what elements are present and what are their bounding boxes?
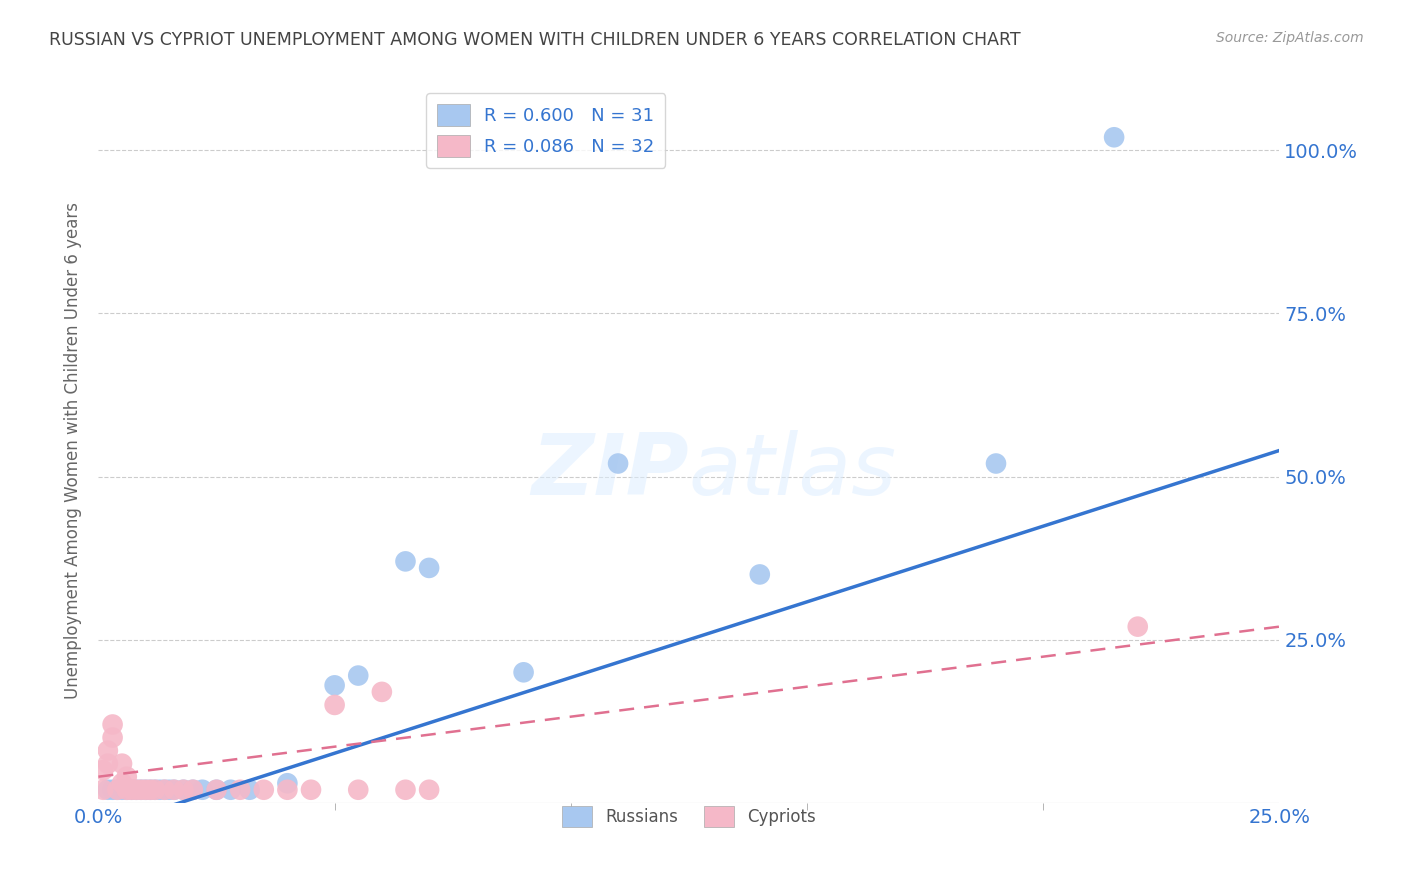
Point bbox=[984, 457, 1007, 471]
Point bbox=[121, 782, 143, 797]
Point bbox=[139, 782, 162, 797]
Point bbox=[121, 782, 143, 797]
Text: atlas: atlas bbox=[689, 430, 897, 513]
Point bbox=[181, 782, 204, 797]
Point bbox=[418, 782, 440, 797]
Point bbox=[91, 763, 114, 777]
Point bbox=[149, 782, 172, 797]
Point bbox=[143, 782, 166, 797]
Point bbox=[253, 782, 276, 797]
Point bbox=[323, 698, 346, 712]
Point bbox=[105, 782, 128, 797]
Text: RUSSIAN VS CYPRIOT UNEMPLOYMENT AMONG WOMEN WITH CHILDREN UNDER 6 YEARS CORRELAT: RUSSIAN VS CYPRIOT UNEMPLOYMENT AMONG WO… bbox=[49, 31, 1021, 49]
Point bbox=[239, 782, 262, 797]
Point bbox=[299, 782, 322, 797]
Point bbox=[276, 782, 298, 797]
Point bbox=[323, 678, 346, 692]
Point bbox=[125, 782, 148, 797]
Point bbox=[111, 756, 134, 771]
Point bbox=[1102, 130, 1125, 145]
Point bbox=[172, 782, 194, 797]
Point bbox=[1126, 620, 1149, 634]
Point bbox=[111, 782, 134, 797]
Point bbox=[219, 782, 242, 797]
Point bbox=[97, 743, 120, 757]
Point bbox=[347, 782, 370, 797]
Point bbox=[115, 782, 138, 797]
Point bbox=[157, 782, 180, 797]
Point bbox=[371, 685, 394, 699]
Point bbox=[101, 717, 124, 731]
Point bbox=[153, 782, 176, 797]
Point bbox=[181, 782, 204, 797]
Point bbox=[748, 567, 770, 582]
Point bbox=[139, 782, 162, 797]
Point bbox=[205, 782, 228, 797]
Point bbox=[129, 782, 152, 797]
Point bbox=[163, 782, 186, 797]
Point bbox=[276, 776, 298, 790]
Point bbox=[101, 782, 124, 797]
Point bbox=[229, 782, 252, 797]
Point bbox=[153, 782, 176, 797]
Point bbox=[111, 776, 134, 790]
Text: Source: ZipAtlas.com: Source: ZipAtlas.com bbox=[1216, 31, 1364, 45]
Point bbox=[105, 782, 128, 797]
Point bbox=[91, 782, 114, 797]
Point bbox=[97, 782, 120, 797]
Point bbox=[394, 782, 416, 797]
Point bbox=[135, 782, 157, 797]
Point bbox=[607, 457, 630, 471]
Point bbox=[191, 782, 214, 797]
Point bbox=[143, 782, 166, 797]
Point bbox=[512, 665, 534, 680]
Point bbox=[101, 731, 124, 745]
Legend: Russians, Cypriots: Russians, Cypriots bbox=[555, 799, 823, 833]
Y-axis label: Unemployment Among Women with Children Under 6 years: Unemployment Among Women with Children U… bbox=[63, 202, 82, 699]
Point bbox=[418, 561, 440, 575]
Point bbox=[125, 782, 148, 797]
Point bbox=[163, 782, 186, 797]
Point bbox=[135, 782, 157, 797]
Point bbox=[205, 782, 228, 797]
Point bbox=[394, 554, 416, 568]
Text: ZIP: ZIP bbox=[531, 430, 689, 513]
Point bbox=[97, 756, 120, 771]
Point bbox=[115, 782, 138, 797]
Point bbox=[115, 770, 138, 784]
Point bbox=[129, 782, 152, 797]
Point bbox=[347, 668, 370, 682]
Point bbox=[172, 782, 194, 797]
